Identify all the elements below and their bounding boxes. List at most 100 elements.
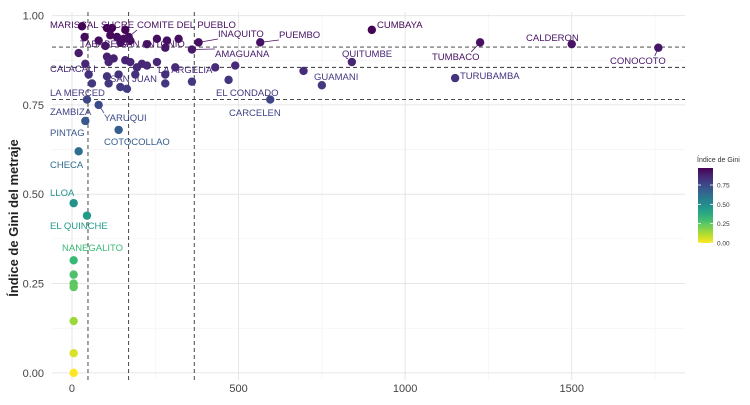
data-point (74, 48, 83, 58)
data-point (94, 100, 103, 110)
data-point (475, 38, 485, 47)
point-label: COMITE DEL PUEBLO (137, 20, 236, 31)
point-label: QUITUMBE (342, 49, 392, 60)
point-label: EL CONDADO (216, 88, 278, 99)
data-point (82, 95, 92, 104)
colorbar (698, 168, 713, 243)
data-point (317, 81, 327, 90)
y-tick-label: 0.25 (23, 279, 44, 291)
point-label: CUMBAYA (377, 20, 423, 31)
data-point (104, 79, 113, 88)
point-label: NANEGALITO (62, 243, 123, 254)
data-point (81, 116, 90, 126)
data-point (121, 25, 130, 35)
data-point (101, 41, 110, 51)
y-tick-label: 0.75 (23, 100, 44, 112)
data-point (187, 45, 197, 54)
data-point (69, 282, 78, 292)
data-points (69, 22, 663, 378)
data-point (69, 368, 78, 378)
point-label: TURUBAMBA (460, 71, 520, 82)
data-point (266, 95, 275, 104)
data-point (77, 22, 87, 31)
reference-lines (52, 12, 685, 380)
data-point (152, 34, 162, 43)
data-point (112, 32, 122, 42)
data-point (84, 70, 93, 79)
data-point (126, 36, 135, 45)
data-point (174, 34, 183, 43)
y-tick-label: 0.50 (23, 189, 44, 201)
colorbar-tick-label: 0.75 (717, 183, 730, 190)
data-point (211, 63, 220, 72)
y-axis-ticks: 0.00 0.25 0.50 0.75 1.00 (23, 11, 44, 380)
data-point (654, 43, 663, 52)
data-point (116, 82, 125, 92)
data-point (80, 32, 89, 42)
colorbar-tick-label: 0.50 (717, 202, 730, 209)
data-point (231, 61, 240, 70)
data-point (69, 349, 78, 358)
data-point (187, 77, 197, 86)
data-point (161, 79, 170, 88)
data-point (122, 84, 132, 94)
data-point (161, 43, 170, 52)
point-label: LA ARGELIA (158, 65, 213, 76)
data-point (81, 59, 90, 69)
data-point (162, 36, 172, 45)
data-point (74, 147, 83, 156)
point-label: INAQUITO (218, 29, 264, 40)
colorbar-tick-label: 0.25 (717, 221, 730, 228)
y-axis-label: Índice de Gini del metraje (6, 139, 21, 297)
data-point (94, 36, 103, 45)
x-axis-ticks: 0 500 1000 1500 (69, 383, 584, 395)
point-label: TABABELA (80, 39, 129, 50)
point-label: CALACALI (50, 64, 96, 75)
data-point (567, 39, 576, 49)
point-label: CHECA (50, 160, 84, 171)
point-label: PINTAG (50, 128, 85, 139)
data-point (114, 70, 123, 79)
data-point (104, 57, 113, 67)
point-label: YARUQUI (104, 113, 147, 124)
data-point (367, 25, 377, 35)
data-point (299, 66, 308, 76)
data-point (69, 316, 78, 326)
point-label: PUEMBO (279, 30, 320, 41)
data-point (142, 61, 152, 70)
x-tick-label: 0 (69, 383, 75, 395)
point-label: LLOA (50, 188, 75, 199)
y-tick-label: 0.00 (23, 368, 44, 380)
x-tick-label: 1000 (393, 383, 417, 395)
colorbar-legend: Índice de Gini 0.00 0.25 0.50 0.75 (697, 155, 740, 248)
data-point (171, 63, 180, 72)
point-label: ZAMBIZA (50, 107, 92, 118)
point-label: SAN ANTONIO (120, 39, 185, 50)
data-point (102, 72, 112, 81)
point-label: MARISCAL SUCRE (50, 20, 134, 31)
data-point (131, 70, 140, 79)
colorbar-tick-label: 0.00 (717, 241, 730, 248)
point-label: GUAMANI (314, 72, 358, 83)
data-point (82, 211, 92, 220)
colorbar-ticks: 0.00 0.25 0.50 0.75 (698, 183, 730, 248)
data-point (114, 125, 123, 135)
point-label: EL QUINCHE (50, 221, 108, 232)
point-label: CALDERON (526, 33, 579, 44)
point-label: AMAGUANA (215, 49, 270, 60)
grid-lines (52, 12, 685, 380)
x-tick-label: 1500 (559, 383, 583, 395)
data-point (161, 70, 170, 79)
x-tick-label: 500 (229, 383, 247, 395)
point-label: COTOCOLLAO (104, 137, 170, 148)
point-label: CONOCOTO (610, 56, 666, 67)
data-point (87, 79, 97, 88)
point-label: CARCELEN (229, 108, 281, 119)
data-point (69, 270, 78, 279)
point-label: TUMBACO (432, 52, 480, 63)
data-point (69, 198, 78, 208)
data-point (450, 73, 460, 83)
